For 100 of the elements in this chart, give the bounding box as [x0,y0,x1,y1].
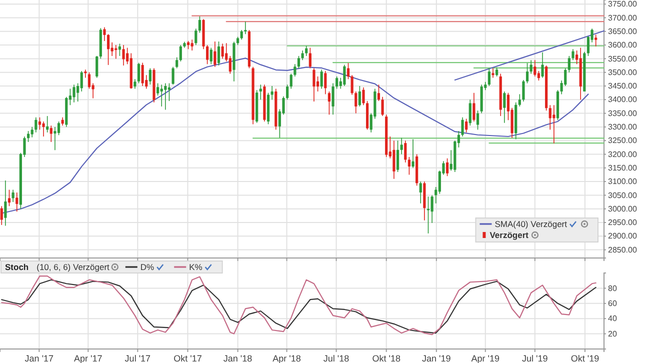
y-tick-label: 3450.00 [608,82,638,91]
candlestick [526,62,529,84]
candlestick [400,137,403,155]
candlestick [156,82,160,96]
candlestick [381,96,384,116]
x-tick-label: Jan '18 [223,353,252,363]
candlestick [404,140,407,163]
x-tick-label: Okt '18 [372,353,400,363]
x-tick-label: Jan '19 [422,353,451,363]
candlestick [206,44,209,65]
candlestick [221,43,224,60]
candlestick [57,121,60,136]
candlestick [286,84,289,100]
candlestick [568,56,570,73]
y-tick-label: 40 [608,314,618,324]
candlestick [446,158,449,176]
candlestick [176,56,178,69]
candlestick [354,91,358,114]
candlestick [468,99,472,126]
y-tick-label: 80 [608,284,618,293]
legend-label: Verzögert [490,230,529,240]
candlestick [328,91,331,116]
candlestick [4,180,7,226]
y-tick-label: 3250.00 [608,136,638,146]
candlestick [324,70,327,95]
y-tick-label: 3500.00 [608,68,638,77]
candlestick [137,62,140,84]
candlestick [8,189,11,207]
y-tick-label: 3150.00 [608,163,638,172]
candlestick [346,62,350,80]
y-tick-label: 60 [608,298,618,308]
candlestick [259,84,262,100]
candlestick [96,56,98,78]
candlestick [461,116,464,137]
candlestick [88,72,91,90]
y-tick-label: 3050.00 [608,190,638,200]
candlestick [168,82,171,102]
x-tick-label: Okt '17 [174,353,202,363]
candlestick [530,60,532,74]
y-tick-label: 3650.00 [608,26,638,36]
candlestick [476,110,480,130]
candlestick [594,34,598,47]
candlestick [290,73,292,90]
candlestick [198,16,201,34]
candlestick [179,44,182,62]
candlestick [160,84,163,107]
candlestick [534,60,536,77]
x-tick-label: Apr '18 [272,353,301,363]
y-tick-label: 2900.00 [608,232,638,241]
candlestick [164,82,167,110]
candlestick [308,47,312,69]
candlestick [358,86,361,107]
y-tick-label: 3550.00 [608,54,638,64]
candlestick [332,82,334,116]
candlestick [30,126,34,138]
candlestick [472,92,476,122]
candlestick [122,44,125,66]
y-tick-label: 3200.00 [608,150,638,159]
candlestick [537,70,540,81]
y-tick-label: 2950.00 [608,218,638,228]
y-tick-label: 3300.00 [608,122,638,132]
candlestick [190,39,194,51]
candlestick [50,125,52,142]
candlestick [343,64,346,86]
y-tick-label: 3600.00 [608,40,638,50]
candlestick [228,56,232,74]
candlestick [320,69,323,90]
candlestick [294,64,296,77]
candlestick [38,116,42,130]
candlestick [336,76,338,90]
x-tick-label: Okt '19 [570,353,600,363]
candlestick [488,68,490,86]
candlestick [396,140,400,172]
legend-label: K% [189,262,203,272]
candlestick [0,206,3,226]
x-tick-label: Jul '19 [522,353,548,363]
candlestick [54,126,56,151]
y-tick-label: 3700.00 [608,13,638,22]
candlestick [522,80,525,102]
candlestick [141,62,144,86]
y-tick-label: 3000.00 [608,204,638,214]
candlestick [496,67,498,77]
y-tick-label: 3100.00 [608,177,638,186]
candlestick [430,194,434,224]
candlestick [377,84,380,102]
candlestick [572,48,574,60]
candlestick [80,70,83,92]
candlestick [412,138,414,168]
x-tick-label: Apr '19 [471,353,500,363]
legend-label: D% [140,262,155,272]
chart-title: Stoch [5,262,29,272]
y-tick-label: 3400.00 [608,95,638,104]
candlestick [217,41,220,66]
candlestick [518,94,521,107]
candlestick [392,140,396,180]
candlestick [362,86,365,106]
candlestick [548,104,552,130]
candlestick [552,104,556,144]
candlestick [134,78,136,90]
candlestick [42,121,45,137]
